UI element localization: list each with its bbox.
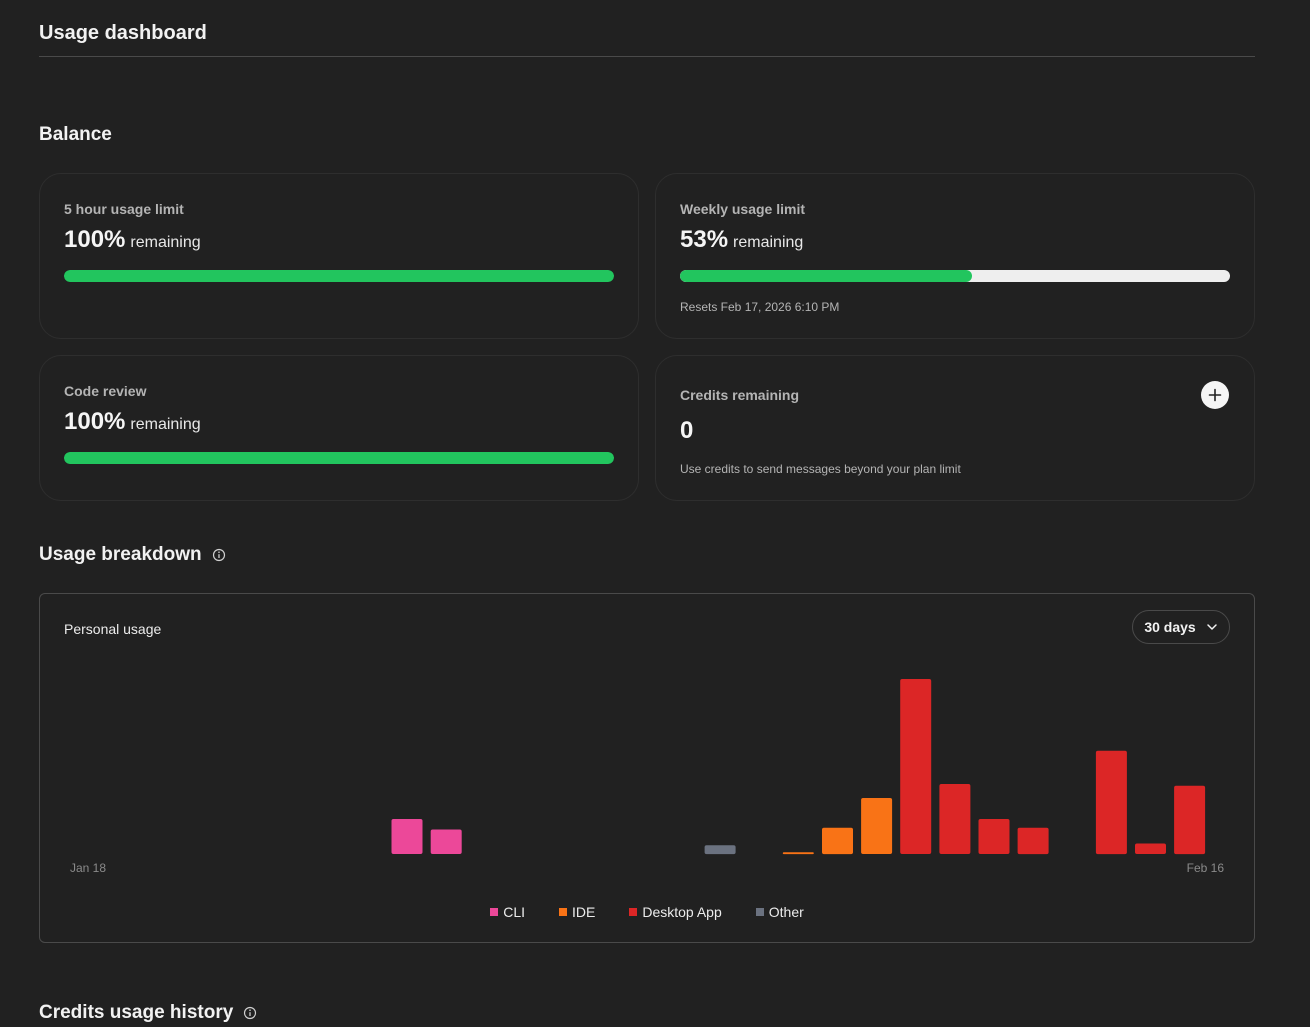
credits-history-title-text: Credits usage history [39, 1002, 234, 1023]
add-credits-button[interactable] [1201, 381, 1229, 409]
credits-card: Credits remaining 0 Use credits to send … [655, 355, 1255, 501]
usage-bar-chart: Jan 18 Feb 16 [70, 679, 1225, 875]
balance-title-text: Balance [39, 124, 112, 145]
five-hour-limit-value: 100% [64, 226, 126, 253]
credits-history-section-title: Credits usage history [39, 1002, 257, 1024]
legend-swatch [755, 908, 764, 916]
weekly-reset-note: Resets Feb 17, 2026 6:10 PM [680, 300, 840, 314]
credits-note: Use credits to send messages beyond your… [680, 462, 961, 476]
chart-bar-ide-feb-6[interactable] [822, 827, 853, 855]
chart-bar-desktop-app-feb-8[interactable] [900, 679, 932, 854]
chart-bar-desktop-app-feb-14[interactable] [1135, 843, 1166, 855]
info-icon[interactable] [243, 1006, 257, 1020]
legend-item-desktop-app: Desktop App [629, 904, 722, 920]
weekly-limit-progress-fill [680, 270, 972, 282]
usage-breakdown-section-title: Usage breakdown [39, 544, 226, 566]
legend-item-ide: IDE [559, 904, 595, 920]
chart-legend: CLI IDE Desktop App Other [40, 904, 1254, 920]
chart-bar-desktop-app-feb-10[interactable] [978, 819, 1010, 854]
weekly-limit-card: Weekly usage limit 53% remaining Resets … [655, 173, 1255, 339]
code-review-label: Code review [64, 383, 147, 399]
five-hour-limit-label: 5 hour usage limit [64, 201, 184, 217]
legend-swatch [490, 908, 499, 916]
weekly-limit-value: 53% [680, 226, 729, 253]
usage-chart-card: Personal usage 30 days Jan 18 Feb 16 CLI… [39, 593, 1255, 943]
legend-item-other: Other [755, 904, 804, 920]
chart-bar-ide-feb-7[interactable] [861, 798, 893, 854]
chart-bar-cli-jan-26[interactable] [391, 819, 423, 854]
weekly-limit-label: Weekly usage limit [680, 201, 806, 217]
chart-bar-ide-feb-5[interactable] [782, 852, 814, 855]
code-review-remaining: 100% remaining [64, 408, 201, 436]
chart-bar-desktop-app-feb-13[interactable] [1095, 750, 1127, 855]
chart-heading: Personal usage [64, 621, 162, 637]
range-select-value: 30 days [1144, 619, 1196, 635]
code-review-value: 100% [64, 408, 126, 435]
weekly-limit-progress-track [680, 270, 1230, 282]
page-title: Usage dashboard [39, 22, 207, 44]
chevron-down-icon [1206, 624, 1217, 630]
code-review-suffix: remaining [130, 416, 201, 433]
usage-breakdown-title-text: Usage breakdown [39, 544, 202, 565]
legend-swatch [559, 908, 568, 916]
chart-bar-desktop-app-feb-15[interactable] [1174, 785, 1206, 855]
five-hour-limit-progress-fill [64, 270, 614, 282]
legend-item-cli: CLI [490, 904, 525, 920]
five-hour-limit-card: 5 hour usage limit 100% remaining [39, 173, 639, 339]
info-icon[interactable] [212, 548, 226, 562]
title-divider [39, 56, 1255, 57]
chart-bars [391, 679, 1206, 855]
five-hour-limit-suffix: remaining [130, 234, 201, 251]
credits-value: 0 [680, 417, 694, 444]
credits-label: Credits remaining [680, 387, 800, 403]
legend-label: CLI [503, 904, 526, 920]
code-review-progress-track [64, 452, 614, 464]
five-hour-limit-progress-track [64, 270, 614, 282]
weekly-limit-suffix: remaining [733, 234, 804, 251]
legend-swatch [629, 908, 638, 916]
x-tick-start: Jan 18 [70, 861, 106, 875]
weekly-limit-remaining: 53% remaining [680, 226, 803, 254]
chart-bar-desktop-app-feb-11[interactable] [1017, 827, 1049, 855]
five-hour-limit-remaining: 100% remaining [64, 226, 201, 254]
x-tick-end: Feb 16 [1187, 861, 1225, 875]
chart-bar-cli-jan-27[interactable] [430, 829, 462, 855]
legend-label: Other [768, 904, 804, 920]
legend-label: IDE [572, 904, 596, 920]
balance-section-title: Balance [39, 124, 112, 146]
legend-label: Desktop App [642, 904, 722, 920]
plus-icon [1208, 388, 1222, 402]
code-review-progress-fill [64, 452, 614, 464]
chart-bar-other-feb-3[interactable] [704, 845, 736, 855]
chart-bar-desktop-app-feb-9[interactable] [939, 784, 971, 854]
code-review-card: Code review 100% remaining [39, 355, 639, 501]
range-select-dropdown[interactable]: 30 days [1132, 610, 1230, 644]
